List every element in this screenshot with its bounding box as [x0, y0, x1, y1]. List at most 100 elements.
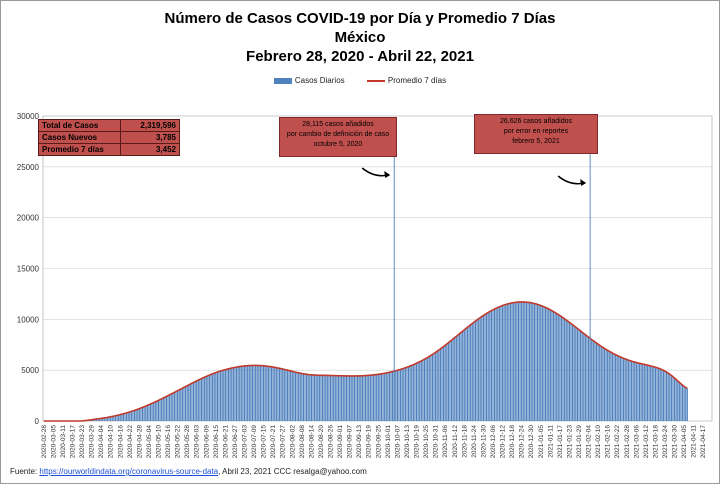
daily-cases-bar: [478, 318, 480, 421]
daily-cases-bar: [374, 374, 376, 421]
daily-cases-bar: [654, 367, 657, 421]
x-tick-label: 2020-04-10: [108, 425, 115, 459]
annotation-line: por error en reportes: [503, 128, 569, 135]
legend-item-bars: Casos Diarios: [273, 76, 345, 85]
daily-cases-bar: [298, 372, 300, 421]
annotation-arrowhead: [580, 179, 587, 186]
daily-cases-bar: [266, 366, 268, 421]
daily-cases-bar: [215, 372, 217, 421]
daily-cases-bar: [161, 398, 163, 421]
daily-cases-bar: [226, 369, 228, 421]
daily-cases-bar: [98, 418, 101, 421]
daily-cases-bar: [565, 320, 567, 421]
daily-cases-bar: [611, 353, 614, 421]
daily-cases-bar: [618, 356, 620, 421]
daily-cases-bar: [400, 369, 402, 421]
daily-cases-bar: [172, 393, 174, 421]
daily-cases-bar: [619, 356, 621, 421]
daily-cases-bar: [379, 374, 381, 421]
daily-cases-bar: [312, 374, 314, 421]
daily-cases-bar: [380, 373, 383, 421]
daily-cases-bar: [384, 373, 386, 421]
daily-cases-bar: [153, 402, 155, 421]
x-tick-label: 2021-02-28: [624, 425, 631, 459]
daily-cases-bar: [583, 333, 585, 421]
daily-cases-bar: [686, 388, 688, 421]
daily-cases-bar: [422, 360, 424, 421]
daily-cases-bar: [634, 362, 636, 421]
daily-cases-bar: [643, 364, 645, 421]
daily-cases-bar: [419, 361, 421, 421]
daily-cases-bar: [122, 413, 125, 421]
daily-cases-bar: [177, 390, 179, 421]
daily-cases-bar: [377, 374, 379, 421]
daily-cases-bar: [376, 374, 378, 421]
daily-cases-bar: [648, 365, 650, 421]
daily-cases-bar: [457, 335, 459, 421]
daily-cases-bar: [146, 405, 148, 421]
daily-cases-bar: [106, 417, 109, 421]
daily-cases-bar: [181, 388, 183, 421]
daily-cases-bar: [333, 375, 335, 421]
source-footer: Fuente: https://ourworldindata.org/coron…: [10, 467, 367, 476]
x-tick-label: 2020-07-21: [270, 425, 277, 459]
daily-cases-bar: [675, 379, 677, 421]
daily-cases-bar: [313, 375, 316, 421]
x-tick-label: 2020-06-09: [203, 425, 210, 459]
daily-cases-bar: [683, 386, 685, 421]
daily-cases-bar: [439, 348, 442, 421]
daily-cases-bar: [535, 303, 537, 421]
daily-cases-bar: [616, 355, 618, 421]
annotation-reporting-error: 26,626 casos añadidos por error en repor…: [474, 114, 598, 154]
daily-cases-bar: [278, 368, 281, 421]
x-tick-label: 2020-09-13: [356, 425, 363, 459]
x-tick-label: 2020-08-26: [328, 425, 335, 459]
stats-value-new: 3,785: [120, 131, 180, 144]
x-tick-label: 2020-04-16: [117, 425, 124, 459]
daily-cases-bar: [540, 305, 542, 421]
daily-cases-bar: [118, 415, 120, 421]
daily-cases-bar: [498, 306, 500, 421]
daily-cases-bar: [662, 370, 665, 421]
daily-cases-bar: [293, 371, 295, 421]
x-tick-label: 2020-09-19: [366, 425, 373, 459]
daily-cases-bar: [664, 371, 666, 421]
daily-cases-bar: [318, 375, 320, 421]
daily-cases-bar: [130, 411, 132, 421]
daily-cases-bar: [111, 416, 113, 421]
daily-cases-bar: [567, 321, 569, 421]
daily-cases-bar: [503, 304, 505, 421]
daily-cases-bar: [97, 418, 99, 421]
daily-cases-bar: [455, 336, 457, 421]
stats-value-avg: 3,452: [120, 143, 180, 156]
daily-cases-bar: [277, 367, 279, 421]
daily-cases-bar: [275, 367, 277, 421]
daily-cases-bar: [347, 375, 349, 421]
annotation-line: 26,626 casos añadidos: [500, 118, 572, 125]
daily-cases-bar: [317, 375, 319, 421]
source-link[interactable]: https://ourworldindata.org/coronavirus-s…: [39, 467, 219, 476]
daily-cases-bar: [516, 302, 518, 421]
daily-cases-bar: [364, 375, 367, 421]
daily-cases-bar: [352, 375, 354, 421]
x-tick-label: 2020-04-04: [98, 425, 105, 459]
daily-cases-bar: [444, 345, 446, 421]
daily-cases-bar: [557, 314, 559, 421]
daily-cases-bar: [484, 314, 486, 421]
daily-cases-bar: [336, 375, 338, 421]
daily-cases-bar: [530, 302, 532, 421]
daily-cases-bar: [610, 352, 612, 421]
daily-cases-bar: [388, 372, 391, 421]
daily-cases-bar: [586, 335, 588, 421]
daily-cases-bar: [630, 361, 633, 421]
daily-cases-bar: [328, 375, 330, 421]
daily-cases-bar: [175, 391, 177, 421]
daily-cases-bar: [460, 332, 462, 421]
daily-cases-bar: [471, 323, 473, 421]
daily-cases-bar: [482, 315, 485, 421]
x-tick-label: 2020-03-05: [50, 425, 57, 459]
daily-cases-bar: [151, 403, 153, 421]
daily-cases-bar: [304, 374, 306, 421]
annotation-arrowhead: [384, 171, 391, 178]
daily-cases-bar: [124, 413, 126, 421]
